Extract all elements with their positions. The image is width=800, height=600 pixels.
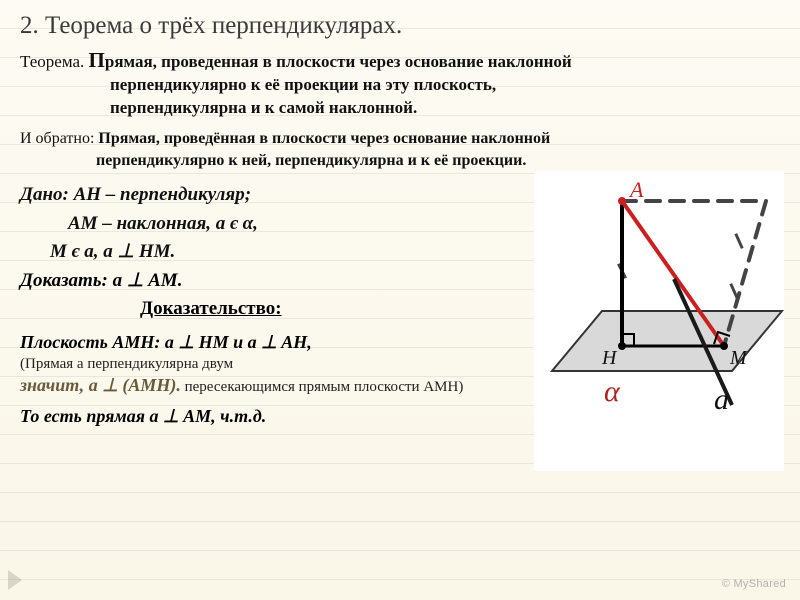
theorem-label: Теорема.	[20, 52, 89, 71]
given-block: Дано: АН – перпендикуляр; АМ – наклонная…	[20, 181, 520, 267]
proof-title-text: Доказательство:	[140, 298, 282, 319]
note-l2rest: пересекающимся прямым плоскости АМН)	[185, 379, 464, 395]
converse-line2: перпендикулярно к ней, перпендикулярна и…	[20, 150, 780, 172]
given-l3: М є а, а ⊥ НМ.	[20, 238, 520, 267]
note-l1: (Прямая а перпендикулярна двум	[20, 356, 233, 372]
svg-text:а: а	[714, 383, 729, 416]
converse-line1: Прямая, проведённая в плоскости через ос…	[98, 130, 550, 147]
given-l1: Дано: АН – перпендикуляр;	[20, 181, 520, 210]
diagram-column: АНМαа	[530, 181, 780, 427]
theorem-line2: перпендикулярно к её проекции на эту пло…	[20, 74, 780, 97]
watermark: © MyShared	[722, 578, 786, 590]
geometry-svg: А Н Мα а	[534, 171, 784, 471]
converse-statement: И обратно: Прямая, проведённая в плоскос…	[20, 128, 780, 171]
text-column: Дано: АН – перпендикуляр; АМ – наклонная…	[20, 181, 520, 427]
svg-text:А: А	[628, 177, 644, 202]
lower-region: Дано: АН – перпендикуляр; АМ – наклонная…	[20, 181, 780, 427]
proof-note: (Прямая а перпендикулярна двум значит, а…	[20, 355, 520, 398]
proof-step1: Плоскость АМН: а ⊥ НМ и а ⊥ АН,	[20, 332, 520, 353]
proof-final: То есть прямая а ⊥ АМ, ч.т.д.	[20, 406, 520, 427]
theorem-line3: перпендикулярна и к самой наклонной.	[20, 97, 780, 120]
znachit-pre: значит,	[20, 375, 89, 395]
theorem-line1: рямая, проведенная в плоскости через осн…	[105, 52, 572, 71]
diagram: А Н Мα а	[534, 171, 784, 471]
slide: 2. Теорема о трёх перпендикулярах. Теоре…	[0, 0, 800, 600]
svg-text:Н: Н	[601, 347, 618, 369]
theorem-statement: Теорема. Прямая, проведенная в плоскости…	[20, 46, 780, 120]
given-l2: АМ – наклонная, а є α,	[20, 210, 520, 239]
svg-text:М: М	[729, 347, 748, 369]
theorem-capital-p: П	[89, 48, 105, 72]
proof-title: Доказательство:	[20, 298, 520, 322]
corner-fold-icon	[8, 570, 22, 590]
slide-title: 2. Теорема о трёх перпендикулярах.	[20, 12, 780, 40]
note-znachit: значит, а ⊥ (АМН).	[20, 375, 181, 395]
svg-text:α: α	[604, 375, 621, 408]
converse-lead: И обратно:	[20, 130, 98, 147]
znachit-em: а ⊥ (АМН).	[89, 375, 181, 395]
prove-line: Доказать: а ⊥ АМ.	[20, 269, 520, 292]
